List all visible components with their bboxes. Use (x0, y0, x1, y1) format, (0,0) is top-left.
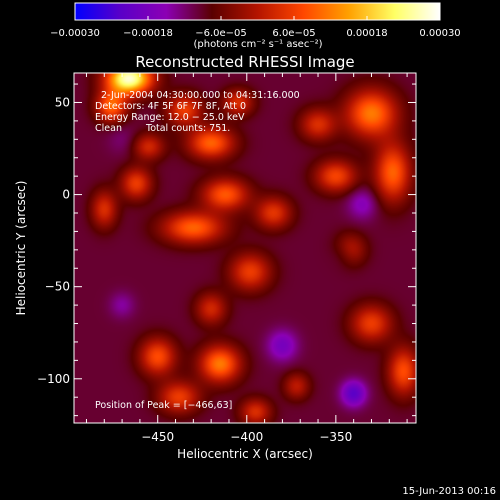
annotation-total-counts: Total counts: 751. (145, 123, 230, 134)
y-tick-label-2: −50 (45, 280, 70, 294)
annotation-peak-position: Position of Peak = [−466,63] (95, 400, 232, 411)
y-tick-label-1: 0 (62, 188, 70, 202)
axis-ticks: −450 −400 −350 50 0 −50 −100 (37, 73, 416, 444)
colorbar-tick-label-0: −0.00030 (50, 28, 100, 39)
annotation-energy-range: Energy Range: 12.0 − 25.0 keV (95, 112, 245, 123)
y-tick-label-3: −100 (37, 372, 70, 386)
colorbar: −0.00030 −0.00018 −6.0e−05 6.0e−05 0.00018 0.… (50, 2, 461, 50)
colorbar-tick-label-4: 0.00018 (346, 28, 387, 39)
y-axis-label: Heliocentric Y (arcsec) (14, 181, 28, 316)
annotation-method: Clean (95, 123, 122, 134)
annotation-time-range: 2-Jun-2004 04:30:00.000 to 04:31:16.000 (101, 90, 300, 101)
x-tick-label-1: −400 (230, 430, 263, 444)
footer-timestamp: 15-Jun-2013 00:16 (402, 486, 496, 497)
colorbar-gradient (75, 3, 440, 20)
x-axis-label: Heliocentric X (arcsec) (177, 447, 313, 461)
x-tick-label-2: −350 (319, 430, 352, 444)
colorbar-tick-label-5: 0.00030 (419, 28, 460, 39)
colorbar-unit-label: (photons cm⁻² s⁻¹ asec⁻²) (193, 39, 322, 50)
annotation-detectors: Detectors: 4F 5F 6F 7F 8F, Att 0 (95, 101, 246, 112)
annotations: 2-Jun-2004 04:30:00.000 to 04:31:16.000 … (95, 90, 300, 411)
chart-title: Reconstructed RHESSI Image (135, 53, 354, 71)
colorbar-tick-label-2: −6.0e−05 (195, 28, 247, 39)
colorbar-tick-label-1: −0.00018 (123, 28, 173, 39)
plot-area: −450 −400 −350 50 0 −50 −100 (37, 72, 417, 444)
plot-frame (73, 72, 417, 424)
x-tick-label-0: −450 (141, 430, 174, 444)
y-tick-label-0: 50 (55, 95, 70, 109)
colorbar-tick-label-3: 6.0e−05 (272, 28, 315, 39)
colorbar-ticks: −0.00030 −0.00018 −6.0e−05 6.0e−05 0.00018 0.… (50, 16, 461, 39)
colorbar-frame (74, 2, 441, 21)
